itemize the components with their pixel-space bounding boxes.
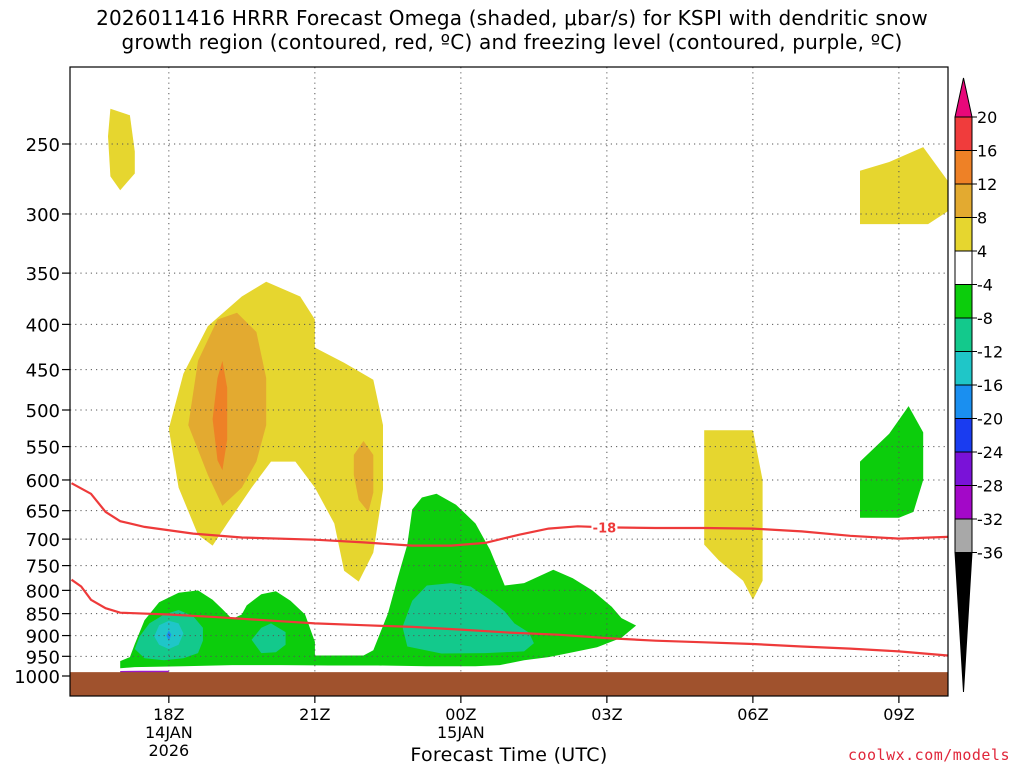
y-tick-label: 600 bbox=[26, 471, 60, 492]
omega-shading bbox=[108, 108, 948, 669]
y-tick-label: 650 bbox=[26, 502, 60, 523]
colorbar-swatch-3 bbox=[954, 217, 973, 252]
y-tick-label: 350 bbox=[26, 264, 60, 285]
omega-region-0-1 bbox=[860, 147, 948, 225]
colorbar-swatch-5 bbox=[954, 284, 973, 319]
omega-region-3-1 bbox=[860, 406, 924, 518]
contour-line-1 bbox=[70, 578, 948, 657]
omega-region-1-1 bbox=[353, 441, 374, 512]
colorbar-label: 8 bbox=[977, 209, 987, 228]
y-tick-label: 250 bbox=[26, 135, 60, 156]
colorbar-label: -28 bbox=[977, 477, 1003, 496]
contour-line-0 bbox=[70, 482, 948, 547]
chart-title: 2026011416 HRRR Forecast Omega (shaded, … bbox=[0, 6, 1024, 54]
colorbar-label: -24 bbox=[977, 443, 1003, 462]
contour-lines: -18 bbox=[70, 482, 948, 674]
colorbar-swatch-9 bbox=[954, 418, 973, 453]
x-tick-label: 03Z bbox=[591, 705, 622, 724]
x-tick-label: 06Z bbox=[737, 705, 768, 724]
y-tick-label: 800 bbox=[26, 581, 60, 602]
omega-region-0-3 bbox=[704, 430, 763, 600]
ground-surface bbox=[70, 672, 948, 696]
y-tick-label: 550 bbox=[26, 438, 60, 459]
colorbar-label: -32 bbox=[977, 510, 1003, 529]
grid-lines bbox=[70, 67, 948, 696]
y-tick-label: 950 bbox=[26, 647, 60, 668]
colorbar-swatch-12 bbox=[954, 518, 973, 553]
colorbar: 20 16 12 8 4 -4 -8 -12 -16 -20 -24 -28 -32 -36 bbox=[954, 77, 1003, 693]
omega-region-2-0 bbox=[212, 360, 228, 471]
colorbar-swatch-4 bbox=[954, 250, 973, 285]
colorbar-swatch-2 bbox=[954, 183, 973, 218]
colorbar-swatch-11 bbox=[954, 485, 973, 520]
contour-label: -18 bbox=[593, 521, 617, 536]
colorbar-label: -8 bbox=[977, 309, 993, 328]
colorbar-label: -20 bbox=[977, 410, 1003, 429]
omega-region-0-0 bbox=[108, 108, 135, 191]
omega-region-4-1 bbox=[251, 623, 286, 654]
x-tick-year: 2026 bbox=[148, 741, 189, 760]
x-tick-label: 00Z bbox=[445, 705, 476, 724]
colorbar-label: -12 bbox=[977, 343, 1003, 362]
y-tick-label: 450 bbox=[26, 361, 60, 382]
x-axis-label: Forecast Time (UTC) bbox=[410, 744, 608, 766]
ground-layer bbox=[70, 672, 948, 696]
colorbar-label: 20 bbox=[977, 108, 997, 127]
x-tick-label: 18Z bbox=[153, 705, 184, 724]
colorbar-min-triangle bbox=[954, 552, 973, 693]
site-credit[interactable]: coolwx.com/models bbox=[847, 746, 1010, 764]
colorbar-max-triangle bbox=[954, 77, 973, 118]
colorbar-label: -36 bbox=[977, 544, 1003, 563]
colorbar-label: 16 bbox=[977, 142, 997, 161]
x-tick-date: 14JAN bbox=[145, 723, 193, 742]
x-tick-date: 15JAN bbox=[437, 723, 485, 742]
colorbar-swatch-8 bbox=[954, 384, 973, 419]
colorbar-label: 4 bbox=[977, 242, 987, 261]
colorbar-swatch-1 bbox=[954, 150, 973, 185]
colorbar-swatch-7 bbox=[954, 351, 973, 386]
x-tick-label: 09Z bbox=[883, 705, 914, 724]
title-line-2: growth region (contoured, red, ºC) and f… bbox=[121, 30, 903, 54]
y-tick-label: 700 bbox=[26, 530, 60, 551]
plot-frame bbox=[69, 66, 949, 697]
y-tick-label: 300 bbox=[26, 205, 60, 226]
y-tick-label: 1000 bbox=[14, 667, 60, 688]
y-axis-ticks: 2503003504004505005506006507007508008509… bbox=[14, 135, 70, 688]
title-line-1: 2026011416 HRRR Forecast Omega (shaded, … bbox=[96, 6, 928, 30]
colorbar-label: 12 bbox=[977, 175, 997, 194]
omega-region-4-2 bbox=[402, 583, 534, 654]
colorbar-swatch-6 bbox=[954, 317, 973, 352]
contour-label-bg bbox=[591, 520, 618, 535]
omega-region-1-0 bbox=[188, 312, 267, 506]
y-tick-label: 500 bbox=[26, 401, 60, 422]
y-tick-label: 400 bbox=[26, 315, 60, 336]
y-tick-label: 750 bbox=[26, 557, 60, 578]
colorbar-swatch-0 bbox=[954, 116, 973, 151]
colorbar-label: -16 bbox=[977, 376, 1003, 395]
x-tick-label: 21Z bbox=[299, 705, 330, 724]
y-tick-label: 850 bbox=[26, 605, 60, 626]
y-tick-label: 900 bbox=[26, 627, 60, 648]
colorbar-swatch-10 bbox=[954, 451, 973, 486]
colorbar-label: -4 bbox=[977, 276, 993, 295]
